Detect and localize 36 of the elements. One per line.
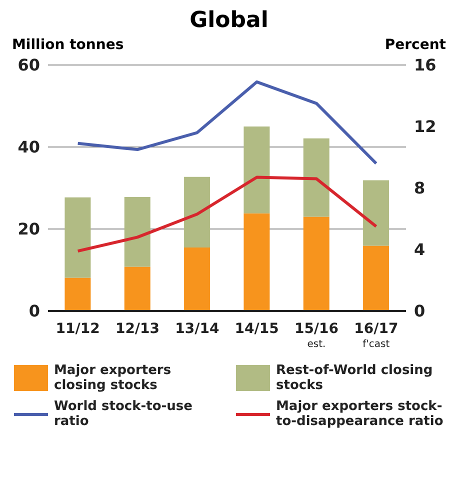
- line-series: [76, 176, 378, 253]
- x-tick-label: 16/17 f'cast: [354, 321, 398, 350]
- bar: [244, 213, 270, 311]
- y-tick-label: 0: [28, 302, 40, 321]
- bar: [363, 246, 390, 311]
- y2-tick-label: 12: [414, 117, 436, 136]
- bar: [184, 176, 210, 248]
- bar: [363, 180, 390, 246]
- y-tick-label: 20: [18, 220, 40, 239]
- y-tick-label: 60: [18, 56, 40, 75]
- bar: [64, 278, 91, 311]
- bar: [303, 216, 330, 311]
- x-tick-label: 12/13: [115, 321, 160, 337]
- legend-label: Major exporters closing stocks: [54, 363, 172, 393]
- line-series: [76, 80, 378, 165]
- bar: [184, 247, 210, 311]
- y2-axis-title: Percent: [384, 37, 446, 53]
- bar: [124, 197, 150, 267]
- x-tick-label: 15/16 est.: [294, 321, 339, 350]
- y2-tick-label: 8: [414, 178, 426, 198]
- bar: [303, 138, 330, 217]
- x-tick-label: 14/15: [234, 321, 279, 337]
- legend-label: World stock-to-use ratio: [54, 399, 194, 429]
- legend-label: Major exporters stock-to-disappearance ratio: [276, 399, 444, 429]
- y2-tick-label: 4: [414, 240, 426, 260]
- x-tick-label: 11/12: [56, 321, 100, 337]
- y2-tick-label: 0: [414, 302, 426, 321]
- bar: [64, 197, 91, 278]
- chart-title: Global: [188, 8, 270, 33]
- legend-label: Rest-of-World closing stocks: [276, 363, 434, 393]
- x-tick-label: 13/14: [175, 321, 220, 337]
- bar: [124, 266, 150, 311]
- y2-tick-label: 16: [414, 56, 436, 75]
- y-axis-title: Million tonnes: [12, 37, 124, 53]
- bar: [244, 126, 270, 214]
- y-tick-label: 40: [18, 138, 40, 157]
